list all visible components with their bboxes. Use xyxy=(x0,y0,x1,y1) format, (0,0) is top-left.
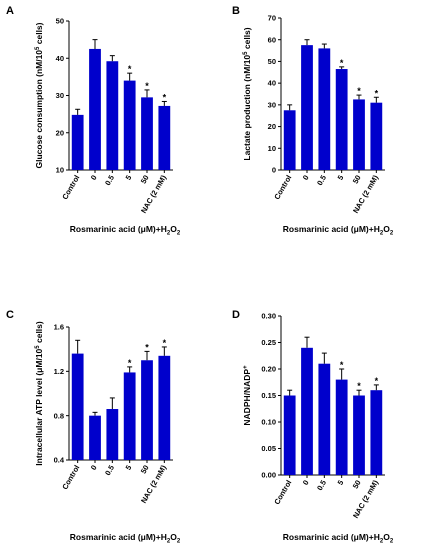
significance-star: * xyxy=(340,360,344,370)
panel-label: C xyxy=(6,309,14,321)
y-tick-label: 70 xyxy=(268,14,276,23)
y-tick-label: 0.20 xyxy=(261,365,276,374)
bar-0 xyxy=(71,353,84,460)
x-axis-label: Rosmarinic acid (μM)+H2O2 xyxy=(283,224,394,237)
y-tick-label: 10 xyxy=(56,166,64,175)
category-label: 50 xyxy=(139,174,151,186)
panel-label: A xyxy=(6,5,14,17)
x-axis-label: Rosmarinic acid (μM)+H2O2 xyxy=(283,532,394,545)
y-tick-label: 0.30 xyxy=(261,312,276,321)
category-label: 0 xyxy=(89,174,99,182)
bar-0 xyxy=(283,110,296,170)
y-tick-label: 0.4 xyxy=(54,456,65,465)
y-tick-label: 40 xyxy=(56,54,64,63)
bar-1 xyxy=(301,45,313,171)
y-tick-label: 20 xyxy=(268,122,276,131)
y-tick-label: 0.00 xyxy=(261,471,276,480)
category-label: 0 xyxy=(89,464,99,472)
y-tick-label: 0.10 xyxy=(261,418,276,427)
y-tick-label: 50 xyxy=(56,17,64,26)
y-tick-label: 0.25 xyxy=(261,338,276,347)
y-tick-label: 50 xyxy=(268,57,276,66)
bar-1 xyxy=(89,415,101,460)
category-label: 0 xyxy=(301,174,311,182)
significance-star: * xyxy=(145,342,149,352)
category-label: 0.5 xyxy=(315,479,328,493)
bar-4 xyxy=(353,395,365,475)
bar-3 xyxy=(123,372,136,460)
category-label: 50 xyxy=(351,479,363,491)
y-axis-label: NADPH/NADP+ xyxy=(242,365,252,426)
category-label: Control xyxy=(60,464,81,492)
y-tick-label: 30 xyxy=(56,91,64,100)
bar-2 xyxy=(318,363,331,475)
bar-0 xyxy=(283,395,296,475)
category-label: 0.5 xyxy=(315,174,328,188)
bar-5 xyxy=(370,102,383,170)
y-tick-label: 0.8 xyxy=(54,411,64,420)
y-tick-label: 10 xyxy=(268,144,276,153)
bar-2 xyxy=(106,409,119,460)
y-tick-label: 60 xyxy=(268,35,276,44)
bar-5 xyxy=(158,355,171,460)
y-axis-label: Intracellular ATP level (μM/105 cells) xyxy=(34,321,44,466)
y-tick-label: 40 xyxy=(268,79,276,88)
category-label: 50 xyxy=(351,174,363,186)
bar-3 xyxy=(123,80,136,170)
x-axis-label: Rosmarinic acid (μM)+H2O2 xyxy=(70,224,181,237)
significance-star: * xyxy=(375,88,379,98)
bar-3 xyxy=(335,69,348,170)
significance-star: * xyxy=(163,338,167,348)
category-label: 5 xyxy=(336,174,346,182)
category-label: Control xyxy=(272,479,293,507)
y-axis-label: Lactate production (nM/105 cells) xyxy=(242,27,252,160)
significance-star: * xyxy=(145,81,149,91)
significance-star: * xyxy=(128,64,132,74)
y-tick-label: 1.6 xyxy=(54,323,64,332)
y-tick-label: 0 xyxy=(272,166,276,175)
panel-label: D xyxy=(232,309,240,321)
significance-star: * xyxy=(163,92,167,102)
y-tick-label: 0.15 xyxy=(261,391,276,400)
bar-4 xyxy=(353,99,365,170)
bar-4 xyxy=(141,360,153,460)
category-label: 50 xyxy=(139,464,151,476)
category-label: 0.5 xyxy=(103,464,116,478)
bar-5 xyxy=(370,390,383,475)
y-tick-label: 1.2 xyxy=(54,367,64,376)
category-label: 0 xyxy=(301,479,311,487)
y-tick-label: 0.05 xyxy=(261,444,276,453)
significance-star: * xyxy=(357,86,361,96)
category-label: Control xyxy=(272,174,293,202)
y-axis-label: Glucose consumption (nM/105 cells) xyxy=(34,22,44,168)
y-tick-label: 30 xyxy=(268,100,276,109)
bar-2 xyxy=(318,48,331,170)
panel-label: B xyxy=(232,5,240,17)
x-axis-label: Rosmarinic acid (μM)+H2O2 xyxy=(70,532,181,545)
bar-4 xyxy=(141,97,153,170)
y-tick-label: 20 xyxy=(56,128,64,137)
significance-star: * xyxy=(128,358,132,368)
bar-0 xyxy=(71,114,84,170)
significance-star: * xyxy=(357,381,361,391)
bar-5 xyxy=(158,105,171,170)
bar-1 xyxy=(89,48,101,170)
bar-3 xyxy=(335,379,348,475)
category-label: 0.5 xyxy=(103,174,116,188)
bar-1 xyxy=(301,347,313,475)
category-label: 5 xyxy=(124,174,134,182)
bar-2 xyxy=(106,61,119,171)
category-label: Control xyxy=(60,174,81,202)
significance-star: * xyxy=(375,376,379,386)
category-label: 5 xyxy=(336,479,346,487)
chart-panel-d: D 0.00 0.05 0.10 0.15 0.20 0.25 0.30 Control 0 0.5… xyxy=(232,309,394,545)
significance-star: * xyxy=(340,58,344,68)
category-label: 5 xyxy=(124,464,134,472)
